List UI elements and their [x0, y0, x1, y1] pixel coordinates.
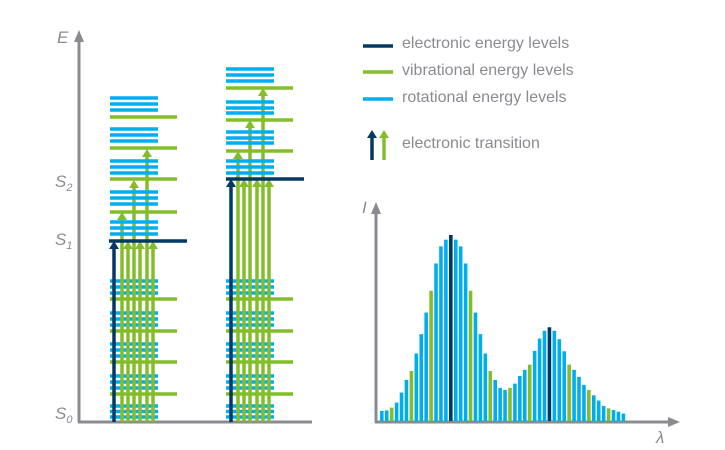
spectral-line-bar [453, 239, 458, 421]
legend-vibrational-arrow-icon-head [379, 130, 389, 138]
spectral-line-bar [513, 383, 517, 421]
spectral-line-bar [527, 364, 532, 421]
legend-transition: electronic transition [402, 135, 540, 152]
col2-vibronic-transition-arrow-head [264, 179, 274, 187]
spectral-line-bar [380, 410, 384, 421]
spectral-line-bar [567, 364, 571, 421]
spectral-line-bar [419, 334, 424, 421]
spectral-line-bar [547, 327, 552, 421]
spectral-line-bar [493, 379, 497, 421]
col1-vibronic-transition-arrow-head [129, 180, 139, 188]
spectral-line-bar [394, 402, 399, 421]
spectral-line-bar [542, 330, 547, 421]
col2-electronic-transition-arrow-head [226, 179, 236, 187]
spectral-line-bar [458, 246, 463, 421]
spectral-line-bar [478, 334, 483, 421]
spectral-line-bar [498, 387, 502, 421]
spectral-line-bar [611, 410, 616, 421]
col1-vibronic-transition-arrow-head [148, 241, 158, 249]
energy-axis-label: E [57, 28, 69, 47]
spectral-line-bar [414, 353, 419, 421]
spectral-line-bar [621, 413, 626, 421]
spectral-line-bar [449, 235, 453, 421]
col2-vibronic-transition-arrow-head [252, 179, 262, 187]
intensity-axis-label: I [362, 198, 367, 217]
spectral-line-bar [537, 338, 542, 421]
spectral-line-bar [582, 384, 586, 421]
spectral-line-bar [552, 330, 557, 421]
col2-vibronic-transition-arrow-head [258, 88, 268, 96]
col1-vibronic-transition-arrow-head [135, 241, 145, 249]
spectral-line-bar [483, 353, 488, 421]
spectral-line-bar [434, 263, 438, 421]
spectral-line-bar [404, 379, 409, 421]
spectral-line-bar [444, 239, 448, 421]
level-label-s2: S2 [55, 172, 73, 194]
spectral-line-bar [522, 369, 527, 421]
spectral-line-bar [488, 370, 493, 421]
spectral-line-bar [577, 376, 581, 421]
spectral-line-bar [587, 389, 591, 421]
col2-vibronic-transition-arrow-head [233, 151, 243, 159]
spectral-line-bar [596, 400, 601, 421]
spectral-line-bar [591, 395, 596, 421]
spectral-line-bar [429, 290, 433, 421]
legend-electronic-arrow-icon-head [367, 130, 377, 138]
spectral-line-bar [508, 387, 512, 421]
legend-electronic: electronic energy levels [402, 35, 570, 52]
spectral-line-bar [424, 312, 428, 421]
spectral-line-bar [409, 370, 414, 421]
spectral-line-bar [384, 410, 389, 421]
col1-vibronic-transition-arrow-head [123, 241, 133, 249]
spectral-line-bar [399, 392, 404, 421]
col2-vibronic-transition-arrow-head [239, 179, 249, 187]
col1-vibronic-transition-arrow-head [142, 149, 152, 157]
energy-axis-arrowhead [74, 30, 84, 42]
spectral-line-bar [463, 263, 468, 421]
spectral-line-bar [562, 351, 567, 421]
spectral-line-bar [468, 290, 473, 421]
wavelength-axis-label: λ [656, 428, 665, 447]
spectral-line-bar [389, 407, 394, 421]
spectral-line-bar [557, 339, 562, 421]
spectral-line-bar [606, 408, 611, 421]
col2-vibronic-transition-arrow-head [245, 120, 255, 128]
level-label-s1: S1 [55, 230, 73, 252]
spectral-line-bar [572, 369, 576, 421]
spectral-line-bar [439, 246, 443, 421]
spectral-line-bar [503, 389, 507, 421]
intensity-axis-arrowhead [371, 202, 381, 214]
spectral-line-bar [601, 405, 606, 421]
level-label-s0: S0 [55, 404, 73, 426]
legend-rotational: rotational energy levels [402, 89, 567, 106]
spectral-line-bar [473, 312, 478, 421]
wavelength-axis-arrowhead [668, 417, 680, 427]
col1-vibronic-transition-arrow-head [117, 212, 127, 220]
spectral-line-bar [616, 411, 621, 421]
spectral-line-bar [518, 375, 522, 421]
legend-vibrational: vibrational energy levels [402, 62, 574, 79]
spectral-line-bar [532, 350, 537, 421]
col1-electronic-transition-arrow-head [109, 241, 119, 249]
